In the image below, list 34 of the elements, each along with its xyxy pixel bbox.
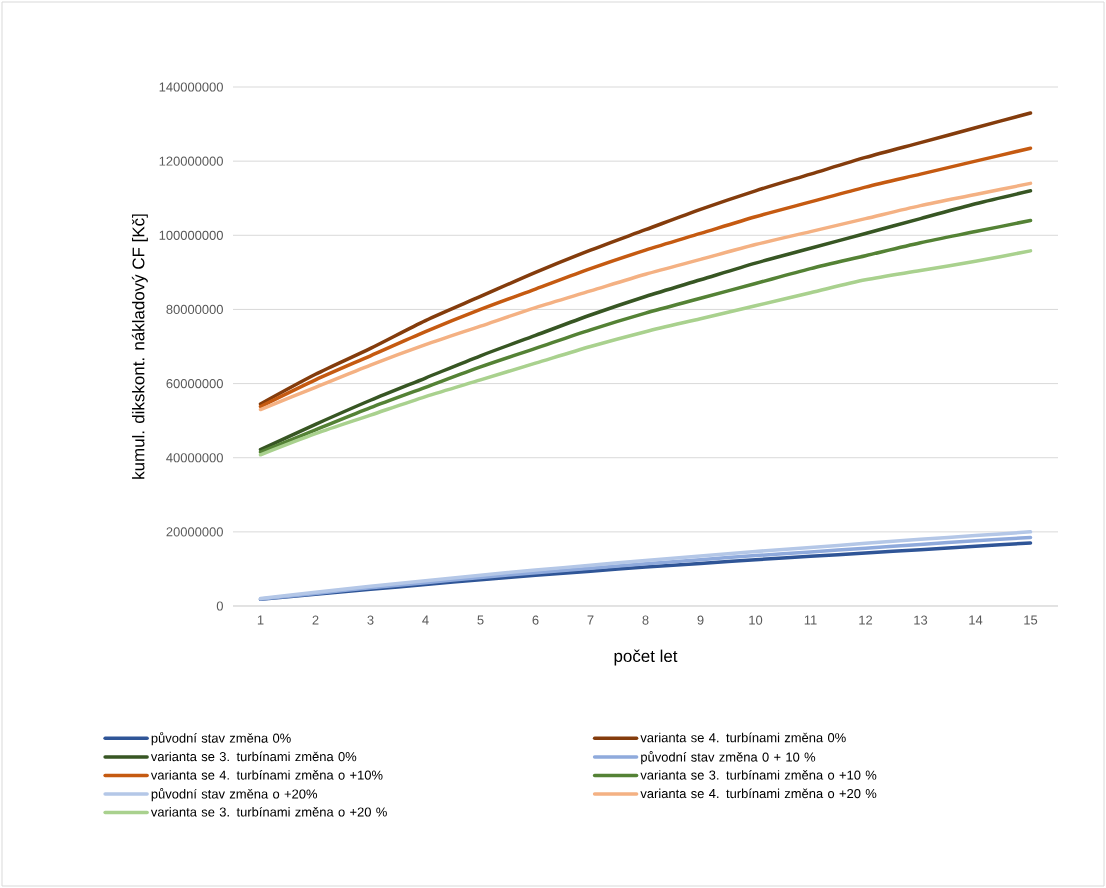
y-tick-label: 80000000: [166, 304, 223, 315]
x-tick-label: 3: [367, 615, 374, 625]
x-tick-label: 15: [1024, 615, 1038, 625]
x-tick-label: 1: [257, 615, 264, 625]
x-tick-label: 4: [422, 615, 429, 625]
legend-label: původní stav změna 0 + 10 %: [641, 751, 816, 765]
y-tick-label: 20000000: [166, 527, 223, 537]
y-axis-title: kumul. dikskont. nákladový CF [Kč]: [131, 214, 148, 479]
x-tick-label: 8: [642, 615, 649, 625]
y-tick-label: 120000000: [159, 156, 223, 166]
x-tick-label: 14: [969, 615, 983, 625]
legend-label: varianta se 3. turbínami změna o +20 %: [150, 806, 387, 817]
x-tick-label: 9: [697, 615, 704, 625]
y-tick-label: 60000000: [166, 378, 223, 389]
x-tick-label: 10: [749, 615, 763, 625]
legend-label: původní stav změna 0%: [151, 732, 291, 746]
x-tick-label: 7: [587, 615, 594, 625]
legend-label: varianta se 4. turbínami změna 0%: [640, 732, 846, 743]
x-tick-label: 5: [477, 615, 484, 625]
y-tick-label: 140000000: [159, 82, 223, 92]
y-tick-label: 40000000: [166, 453, 223, 463]
x-tick-label: 11: [804, 615, 817, 625]
x-tick-label: 2: [312, 615, 319, 625]
legend-label: varianta se 3. turbínami změna 0%: [150, 751, 357, 762]
y-tick-label: 100000000: [159, 230, 223, 240]
legend-label: varianta se 3. turbínami změna o +10 %: [640, 770, 877, 780]
x-tick-label: 13: [914, 615, 928, 625]
legend-label: původní stav změna o +20%: [151, 788, 318, 802]
y-tick-label: 0: [216, 601, 223, 611]
x-tick-label: 6: [532, 615, 539, 625]
legend-label: varianta se 4. turbínami změna o +20 %: [640, 788, 877, 799]
x-axis-title: počet let: [614, 649, 678, 666]
x-tick-label: 12: [859, 615, 873, 625]
legend-label: varianta se 4. turbínami změna o +10%: [150, 770, 383, 780]
